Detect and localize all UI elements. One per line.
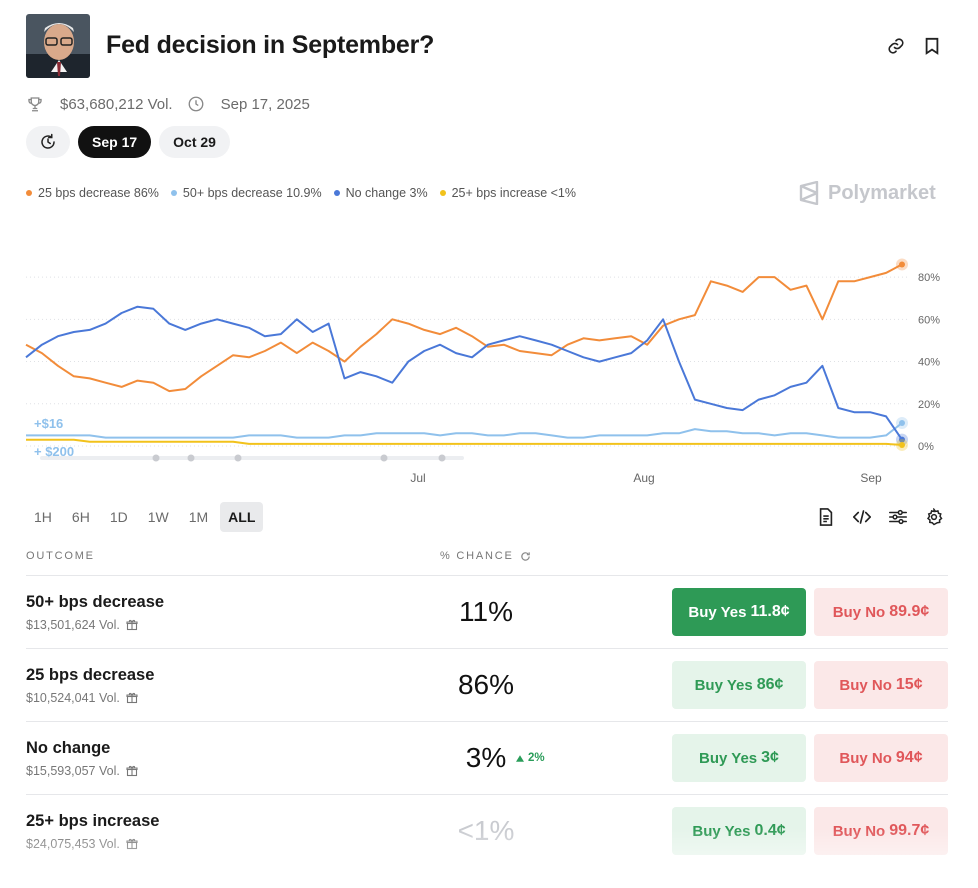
gift-icon (126, 619, 138, 631)
clock-icon (187, 94, 207, 114)
chart-tools (814, 506, 946, 528)
price-chart[interactable]: 80% 60% 40% 20% 0% Jul Aug Sep +$16 + $200 (22, 230, 952, 490)
trophy-icon (26, 94, 46, 114)
market-end-date: Sep 17, 2025 (220, 95, 310, 113)
legend-item: 25+ bps increase <1% (439, 186, 576, 200)
buy-no-button[interactable]: Buy No 89.9¢ (814, 588, 948, 636)
series-line (26, 438, 903, 446)
trade-annotation: +$16 (34, 416, 63, 431)
series-end-point (899, 441, 905, 448)
buy-yes-button[interactable]: Buy Yes 3¢ (672, 734, 806, 782)
market-volume: $63,680,212 Vol. (60, 95, 173, 113)
buy-yes-button[interactable]: Buy Yes 86¢ (672, 661, 806, 709)
outcome-chance: 3% (465, 742, 507, 773)
outcome-chance: 86% (457, 669, 515, 700)
outcome-column-header: OUTCOME (26, 550, 95, 562)
chance-column-header: % CHANCE (440, 550, 531, 562)
range-1d[interactable]: 1D (109, 509, 128, 525)
chance-change: 2% (516, 752, 545, 764)
y-tick-label: 60% (918, 314, 940, 326)
bookmark-button[interactable] (920, 34, 944, 58)
embed-button[interactable] (850, 506, 874, 528)
legend-item: No change 3% (333, 186, 428, 200)
series-end-point (899, 436, 905, 443)
x-tick-label: Sep (860, 471, 882, 485)
series-line (25, 305, 903, 441)
chart-legend: 25 bps decrease 86% 50+ bps decrease 10.… (26, 186, 576, 200)
outcome-row[interactable]: 25 bps decrease $10,524,041 Vol. 86% Buy… (26, 648, 948, 721)
market-header: Fed decision in September? (26, 14, 950, 78)
outcome-chance: <1% (457, 815, 515, 846)
buy-no-button[interactable]: Buy No 94¢ (814, 734, 948, 782)
range-1m[interactable]: 1M (188, 509, 209, 525)
outcome-chance: 11% (459, 596, 513, 627)
outcome-row[interactable]: 50+ bps decrease $13,501,624 Vol. 11% Bu… (26, 575, 948, 648)
outcome-row[interactable]: No change $15,593,057 Vol. 3% 2% Buy Yes… (26, 721, 948, 794)
gift-icon (126, 692, 138, 704)
series-end-point (899, 261, 905, 268)
range-all[interactable]: ALL (220, 502, 264, 532)
timeline-marker (438, 454, 446, 462)
market-meta: $63,680,212 Vol. Sep 17, 2025 (26, 93, 310, 115)
link-icon (888, 38, 904, 54)
refresh-icon (520, 551, 530, 561)
copy-link-button[interactable] (884, 34, 908, 58)
history-button[interactable] (26, 126, 70, 158)
polymarket-logo-icon (799, 181, 819, 205)
outcome-volume: $15,593,057 Vol. (26, 764, 138, 778)
outcome-name: 25+ bps increase (26, 812, 160, 830)
timeline-marker (187, 454, 195, 462)
code-icon (853, 510, 871, 524)
time-range-selector: 1H 6H 1D 1W 1M ALL (26, 502, 264, 532)
y-tick-label: 40% (918, 357, 940, 369)
document-icon (819, 508, 833, 526)
sliders-icon (889, 509, 907, 525)
gift-icon (126, 765, 138, 777)
legend-item: 25 bps decrease 86% (26, 186, 159, 200)
gift-icon (126, 838, 138, 850)
polymarket-watermark: Polymarket (798, 181, 936, 205)
x-tick-label: Jul (410, 471, 425, 485)
y-tick-label: 0% (918, 441, 934, 453)
date-tabs: Sep 17 Oct 29 (26, 126, 230, 158)
timeline-marker (380, 454, 388, 462)
tab-oct-29[interactable]: Oct 29 (159, 126, 230, 158)
market-title: Fed decision in September? (106, 31, 435, 59)
gear-icon (926, 508, 943, 526)
series-line (26, 422, 903, 439)
range-1w[interactable]: 1W (147, 509, 169, 525)
outcome-name: No change (26, 739, 111, 757)
tab-sep-17[interactable]: Sep 17 (78, 126, 152, 158)
buy-yes-button[interactable]: Buy Yes 0.4¢ (672, 807, 806, 855)
triangle-up-icon (516, 754, 524, 762)
buy-no-button[interactable]: Buy No 15¢ (814, 661, 948, 709)
timeline-marker (234, 454, 242, 462)
series-end-point (899, 419, 905, 426)
buy-yes-button[interactable]: Buy Yes 11.8¢ (672, 588, 806, 636)
outcome-row[interactable]: 25+ bps increase $24,075,453 Vol. <1% Bu… (26, 794, 948, 867)
x-tick-label: Aug (633, 471, 654, 485)
range-6h[interactable]: 6H (71, 509, 90, 525)
history-icon (41, 133, 55, 149)
y-tick-label: 20% (918, 399, 940, 411)
timeline-marker (152, 454, 160, 462)
bookmark-icon (925, 37, 939, 55)
outcome-volume: $24,075,453 Vol. (26, 837, 138, 851)
outcome-volume: $10,524,041 Vol. (26, 691, 138, 705)
settings-button[interactable] (922, 506, 946, 528)
rules-button[interactable] (814, 506, 838, 528)
y-tick-label: 80% (918, 272, 940, 284)
range-1h[interactable]: 1H (34, 509, 52, 525)
outcomes-table-header: OUTCOME % CHANCE (26, 550, 948, 570)
outcome-volume: $13,501,624 Vol. (26, 618, 138, 632)
outcome-name: 50+ bps decrease (26, 593, 165, 611)
market-avatar (26, 14, 90, 78)
outcome-name: 25 bps decrease (26, 666, 155, 684)
trade-annotation: + $200 (34, 444, 74, 459)
chart-settings-button[interactable] (886, 506, 910, 528)
buy-no-button[interactable]: Buy No 99.7¢ (814, 807, 948, 855)
legend-item: 50+ bps decrease 10.9% (170, 186, 322, 200)
series-line (25, 263, 903, 393)
